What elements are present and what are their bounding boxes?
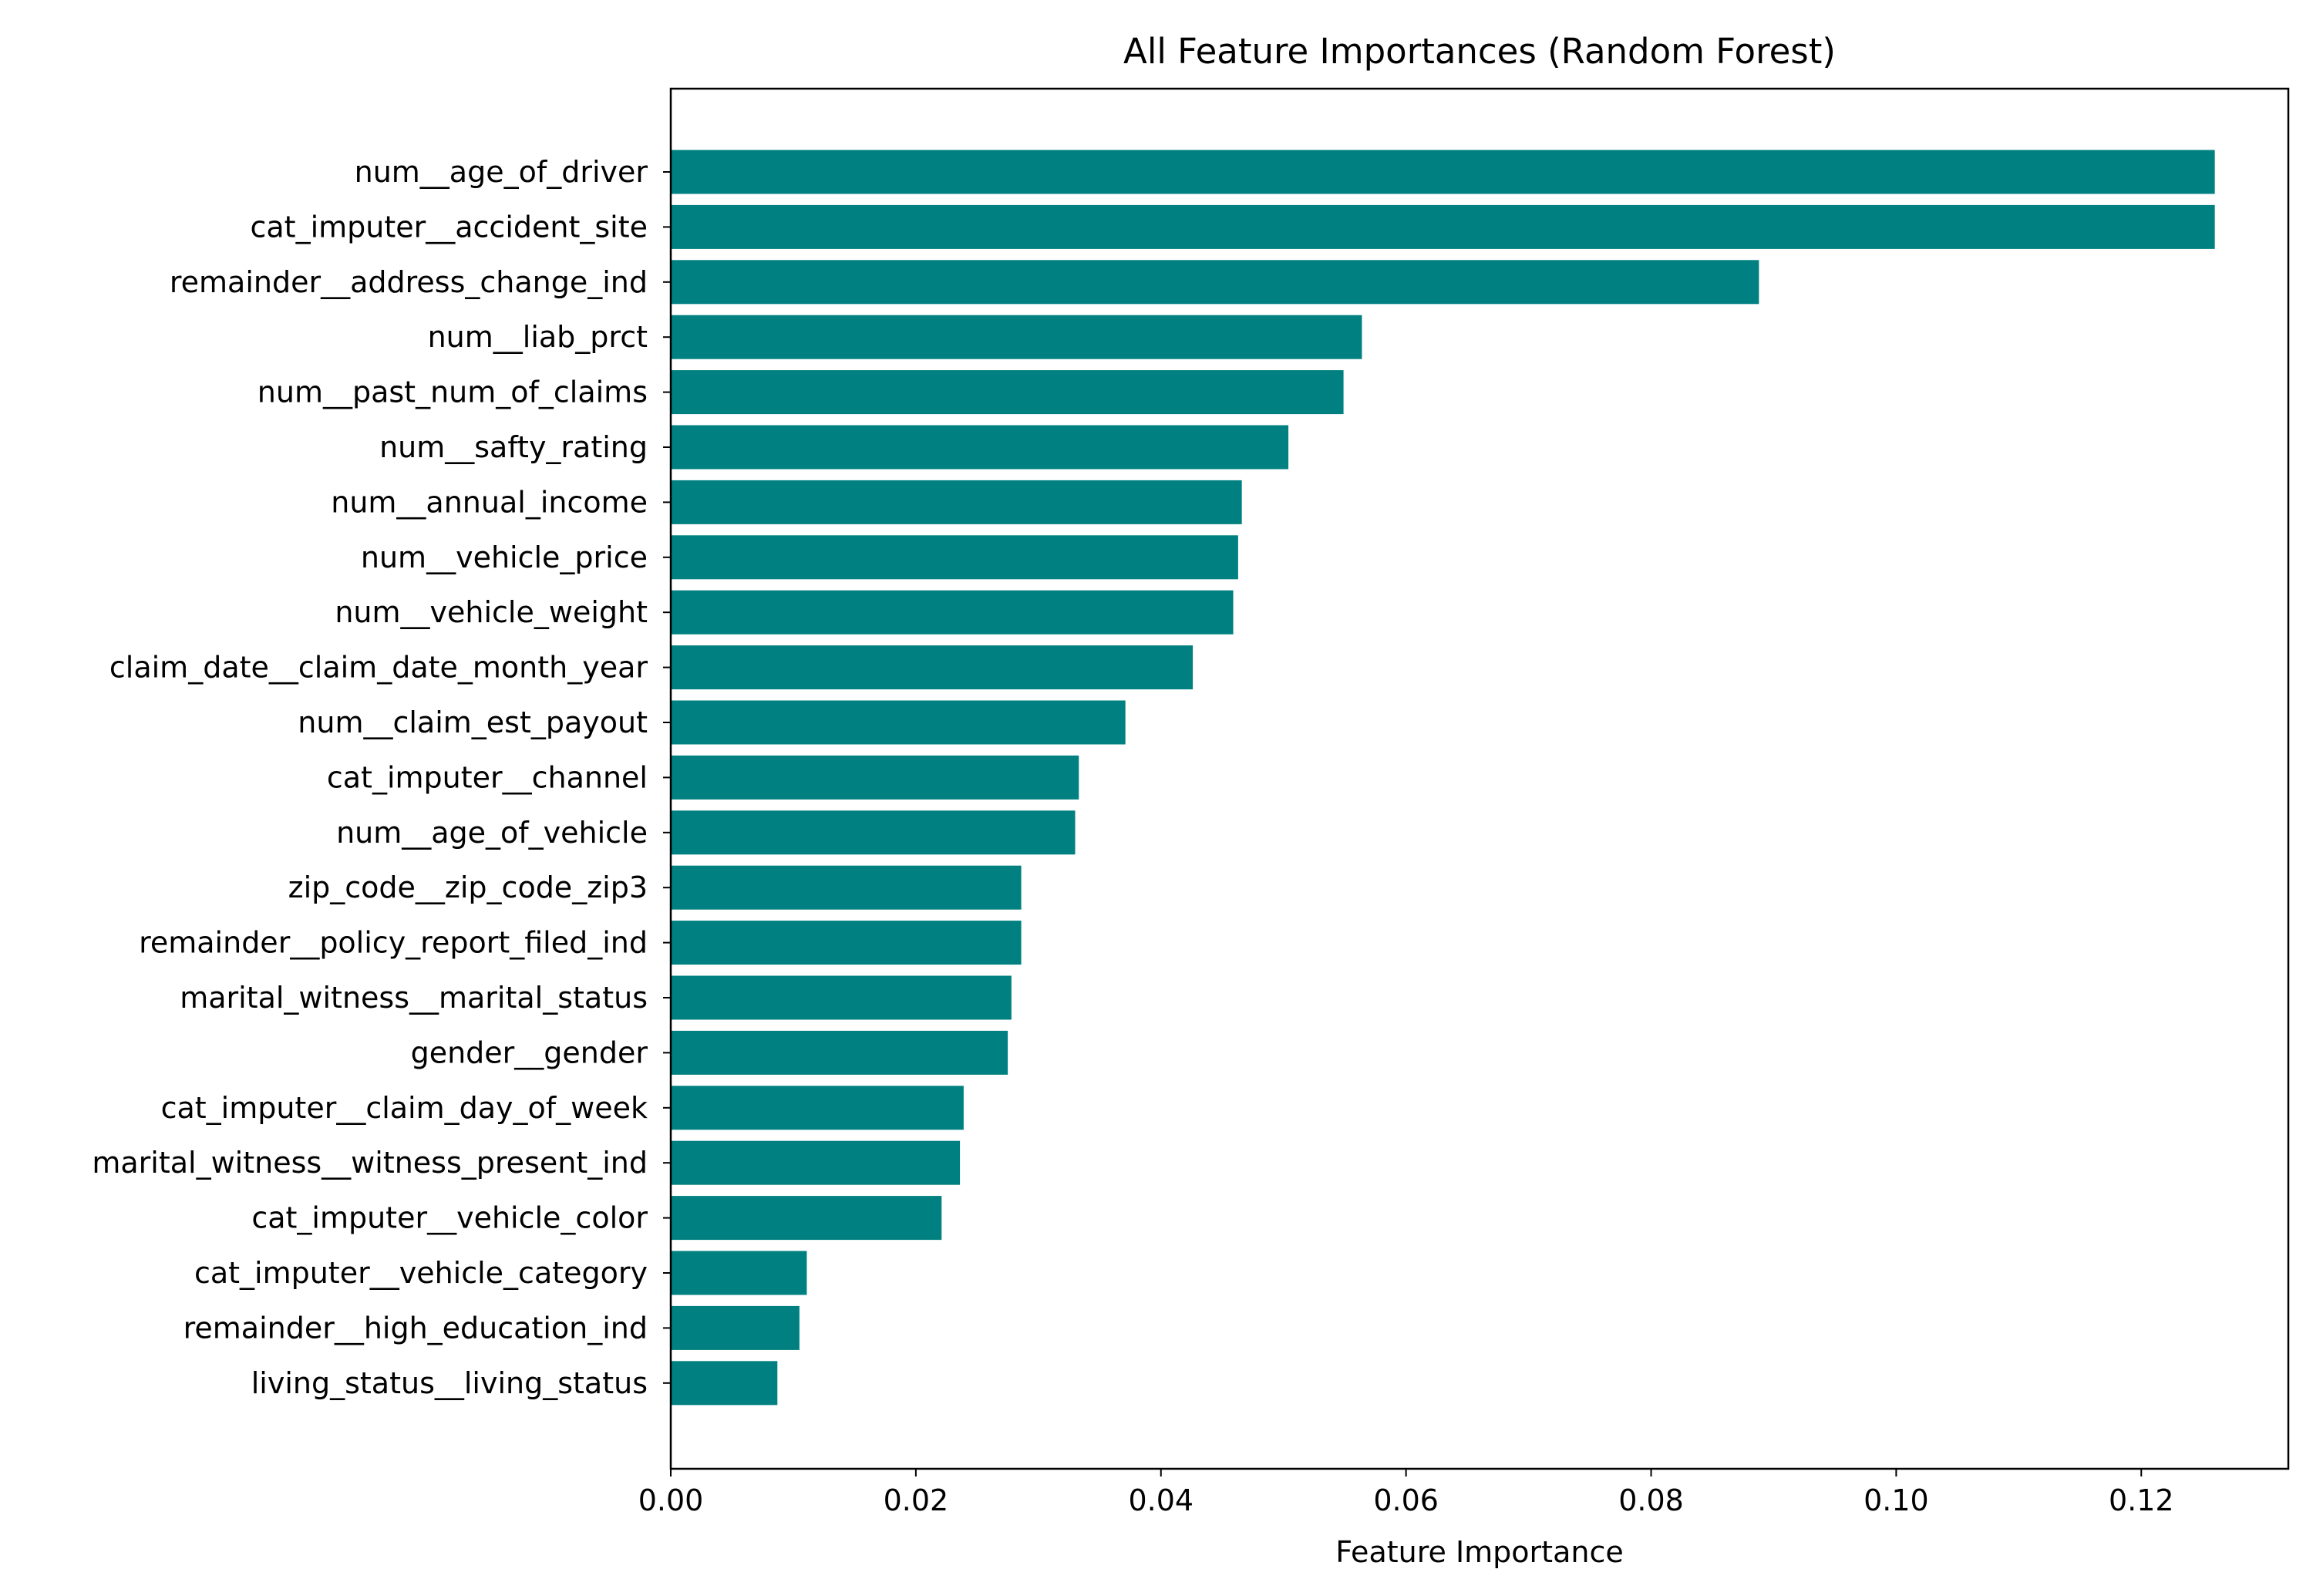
bar — [671, 1140, 961, 1185]
category-label: marital_witness__marital_status — [180, 981, 648, 1015]
category-label: num__safty_rating — [379, 430, 648, 464]
category-label: claim_date__claim_date_month_year — [109, 651, 648, 685]
category-labels: num__age_of_driver cat_imputer__accident_… — [92, 155, 671, 1400]
x-tick-label: 0.06 — [1373, 1483, 1439, 1517]
x-axis-label: Feature Importance — [1335, 1535, 1623, 1569]
category-label: remainder__address_change_ind — [170, 265, 648, 299]
bar — [671, 150, 2215, 194]
x-axis-ticks: 0.00 0.02 0.04 0.06 0.08 0.10 0.12 — [638, 1469, 2174, 1517]
category-label: num__age_of_driver — [355, 155, 648, 189]
category-label: cat_imputer__accident_site — [250, 210, 648, 244]
x-tick-label: 0.04 — [1128, 1483, 1194, 1517]
bar — [671, 590, 1234, 635]
bar — [671, 921, 1022, 965]
category-label: cat_imputer__channel — [327, 760, 648, 794]
category-label: cat_imputer__vehicle_category — [194, 1256, 648, 1290]
x-tick-label: 0.00 — [638, 1483, 704, 1517]
category-label: gender__gender — [411, 1035, 648, 1069]
category-label: num__age_of_vehicle — [336, 816, 648, 850]
category-label: num__annual_income — [331, 485, 648, 519]
bar — [671, 810, 1076, 855]
category-label: num__vehicle_price — [361, 540, 648, 574]
bar — [671, 315, 1362, 359]
category-label: num__liab_prct — [428, 320, 648, 354]
bar — [671, 260, 1759, 305]
x-tick-label: 0.12 — [2109, 1483, 2174, 1517]
category-label: cat_imputer__claim_day_of_week — [161, 1091, 648, 1125]
bar — [671, 425, 1289, 470]
category-label: zip_code__zip_code_zip3 — [288, 870, 648, 904]
x-tick-label: 0.08 — [1618, 1483, 1684, 1517]
category-label: cat_imputer__vehicle_color — [251, 1201, 648, 1235]
bar — [671, 370, 1344, 415]
category-label: num__claim_est_payout — [298, 705, 648, 739]
chart-title: All Feature Importances (Random Forest) — [1123, 31, 1836, 72]
x-tick-label: 0.02 — [884, 1483, 949, 1517]
bar — [671, 645, 1194, 690]
bar — [671, 1251, 807, 1295]
bar — [671, 755, 1079, 800]
bar — [671, 535, 1238, 580]
bar — [671, 865, 1022, 910]
bar — [671, 1361, 778, 1406]
category-label: remainder__policy_report_filed_ind — [139, 926, 648, 960]
bar — [671, 1305, 800, 1350]
category-label: num__past_num_of_claims — [258, 375, 648, 409]
bar — [671, 204, 2215, 249]
bar — [671, 480, 1242, 524]
bar — [671, 1086, 964, 1130]
plot-frame — [669, 87, 2290, 1470]
bar — [671, 1196, 942, 1241]
bar — [671, 975, 1012, 1020]
bar — [671, 700, 1126, 745]
bars-layer — [671, 150, 2215, 1406]
category-label: marital_witness__witness_present_ind — [92, 1146, 648, 1180]
category-label: living_status__living_status — [251, 1366, 648, 1400]
category-label: num__vehicle_weight — [335, 595, 648, 629]
category-label: remainder__high_education_ind — [183, 1311, 648, 1345]
bar — [671, 1030, 1008, 1075]
x-tick-label: 0.10 — [1864, 1483, 1929, 1517]
